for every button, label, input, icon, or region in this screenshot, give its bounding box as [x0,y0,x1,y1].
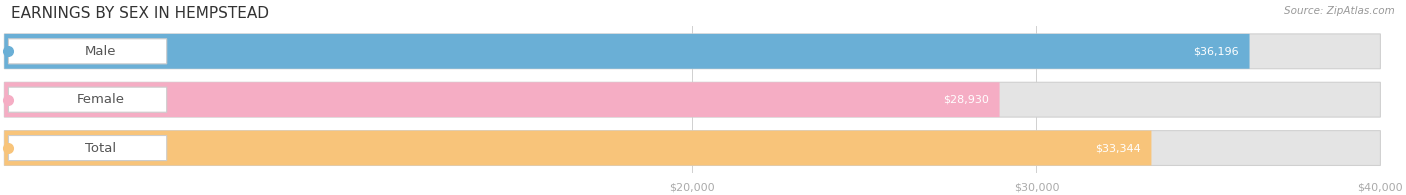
Text: EARNINGS BY SEX IN HEMPSTEAD: EARNINGS BY SEX IN HEMPSTEAD [11,6,269,21]
Text: $33,344: $33,344 [1095,143,1140,153]
Text: $36,196: $36,196 [1192,46,1239,56]
FancyBboxPatch shape [8,87,167,112]
FancyBboxPatch shape [4,34,1381,69]
Text: $28,930: $28,930 [942,95,988,105]
Text: Total: Total [84,142,115,155]
FancyBboxPatch shape [4,131,1381,165]
Text: Female: Female [76,93,124,106]
FancyBboxPatch shape [4,34,1250,69]
FancyBboxPatch shape [8,136,167,160]
Text: Male: Male [84,45,117,58]
FancyBboxPatch shape [4,131,1152,165]
Text: Source: ZipAtlas.com: Source: ZipAtlas.com [1284,6,1395,16]
FancyBboxPatch shape [4,82,1381,117]
FancyBboxPatch shape [4,82,1000,117]
FancyBboxPatch shape [8,39,167,64]
